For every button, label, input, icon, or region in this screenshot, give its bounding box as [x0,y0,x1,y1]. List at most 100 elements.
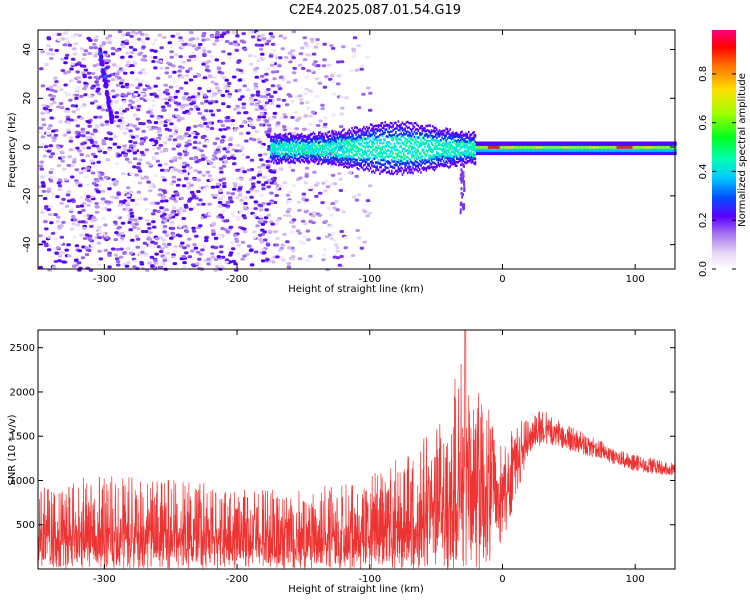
heatmap-cell [52,100,57,104]
heatmap-cell [351,151,353,154]
heatmap-cell [310,40,315,44]
heatmap-cell [332,255,338,259]
heatmap-cell [60,251,65,255]
heatmap-cell [203,122,208,125]
heatmap-cell [218,157,224,161]
heatmap-cell [383,151,385,154]
heatmap-cell [223,219,229,223]
heatmap-cell [197,170,202,174]
heatmap-cell [64,37,69,41]
heatmap-cell [171,255,176,259]
heatmap-cell [219,170,224,174]
heatmap-cell [216,255,221,259]
heatmap-cell [468,130,470,134]
heatmap-cell [132,165,137,169]
heatmap-cell [82,168,88,172]
heatmap-cell [470,150,473,154]
heatmap-cell [116,145,122,149]
heatmap-cell [450,160,453,164]
heatmap-cell [224,89,230,93]
heatmap-cell [242,170,247,174]
heatmap-cell [225,30,230,34]
heatmap-cell [238,183,244,187]
heatmap-cell [308,154,311,157]
heatmap-cell [66,121,71,125]
heatmap-cell [333,153,336,156]
heatmap-cell [182,111,187,115]
heatmap-cell [143,253,149,257]
heatmap-cell [246,168,252,172]
heatmap-cell [184,74,190,78]
heatmap-cell [284,134,287,138]
heatmap-cell [181,255,186,259]
heatmap-cell [220,227,225,231]
heatmap-cell [425,169,428,172]
heatmap-cell [71,160,77,164]
heatmap-cell [441,163,443,166]
heatmap-cell [323,135,325,138]
heatmap-cell [336,82,341,86]
heatmap-cell [252,230,257,234]
heatmap-cell [136,227,141,231]
heatmap-cell [432,154,434,157]
heatmap-cell [76,261,82,265]
heatmap-cell [290,144,292,147]
heatmap-cell [410,122,413,125]
heatmap-cell [218,166,224,170]
heatmap-cell [104,66,109,70]
heatmap-cell [38,130,43,134]
heatmap-cell [130,222,135,226]
heatmap-cell [499,146,502,149]
heatmap-cell [192,98,197,102]
heatmap-cell [215,182,221,186]
heatmap-cell [232,187,237,191]
heatmap-cell [189,31,194,35]
heatmap-cell [179,105,185,109]
heatmap-cell [413,135,416,138]
heatmap-cell [343,150,345,154]
heatmap-cell [114,100,119,104]
heatmap-cell [446,127,449,131]
heatmap-cell [402,123,405,126]
heatmap-cell [270,61,275,65]
heatmap-cell [473,131,475,134]
heatmap-cell [326,206,332,210]
heatmap-cell [308,186,313,190]
heatmap-cell [399,142,401,145]
heatmap-cell [228,251,234,255]
heatmap-cell [333,133,336,136]
heatmap-cell [143,71,148,75]
heatmap-cell [422,148,425,152]
heatmap-cell [80,127,85,131]
heatmap-cell [67,254,72,258]
heatmap-cell [485,146,487,149]
heatmap-cell [283,55,289,59]
heatmap-cell [266,178,272,182]
heatmap-cell [176,102,182,106]
heatmap-cell [302,36,307,40]
heatmap-cell [275,161,278,165]
heatmap-cell [205,38,210,41]
heatmap-cell [426,158,429,161]
heatmap-cell [56,181,62,185]
heatmap-cell [326,133,328,137]
heatmap-cell [466,153,469,156]
heatmap-cell [369,167,372,170]
heatmap-cell [72,52,78,56]
heatmap-cell [89,46,94,50]
heatmap-cell [105,92,110,97]
heatmap-cell [217,145,222,149]
heatmap-cell [161,108,166,112]
heatmap-cell [363,159,365,162]
heatmap-cell [139,261,144,264]
heatmap-cell [368,126,370,129]
heatmap-cell [333,146,336,149]
heatmap-cell [100,197,106,201]
heatmap-cell [349,130,352,133]
heatmap-cell [87,217,92,221]
heatmap-cell [79,47,85,51]
heatmap-cell [373,142,376,145]
heatmap-cell [339,136,341,139]
heatmap-cell [52,139,57,143]
heatmap-cell [348,133,351,137]
